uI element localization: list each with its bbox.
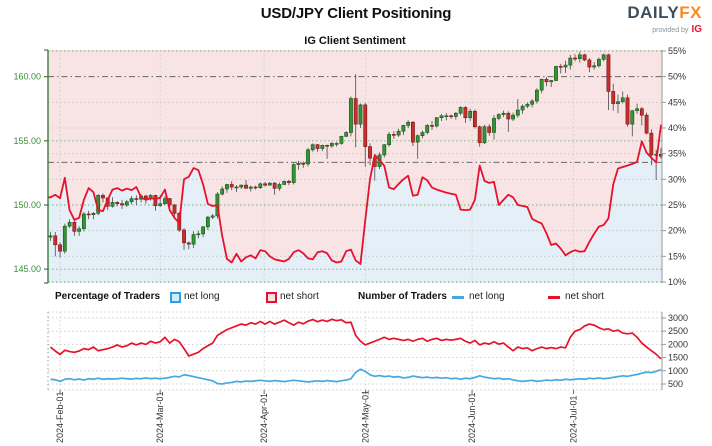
percentage-net-short-swatch: [266, 292, 277, 303]
percentage-net-long-swatch: [170, 292, 181, 303]
number-net-long-label: net long: [469, 291, 505, 302]
number-net-long-swatch: [452, 296, 464, 299]
candlestick-series: [48, 51, 663, 258]
date-axis-label: 2024-May-01: [361, 390, 371, 443]
date-axis-label: 2024-Apr-01: [259, 393, 269, 443]
percent-axis-label: 45%: [668, 97, 686, 107]
count-axis-label: 3000: [668, 313, 688, 323]
chart-subtitle: IG Client Sentiment: [304, 35, 406, 47]
percent-axis-label: 50%: [668, 72, 686, 82]
percent-axis-label: 15%: [668, 251, 686, 261]
count-axis-label: 1000: [668, 366, 688, 376]
net-long-count-line: [50, 368, 662, 385]
percent-axis-label: 40%: [668, 123, 686, 133]
dailyfx-wordmark: DAILYFX: [627, 3, 702, 23]
count-axis-label: 500: [668, 379, 683, 389]
legend-percentage-of-traders-label: Percentage of Traders: [55, 291, 161, 302]
price-axis-label: 145.00: [13, 264, 41, 274]
percentage-net-long-label: net long: [184, 291, 220, 302]
count-axis-label: 1500: [668, 353, 688, 363]
percent-axis-label: 20%: [668, 226, 686, 236]
net-short-count-line: [49, 318, 662, 360]
page-title: USD/JPY Client Positioning: [260, 5, 452, 22]
logo-fx-text: FX: [679, 3, 702, 22]
net-short-percent-line: [48, 124, 662, 265]
date-axis-label: 2024-Mar-01: [155, 391, 165, 443]
dailyfx-logo: DAILYFX provided by IG: [627, 3, 702, 35]
logo-daily-text: DAILY: [627, 3, 680, 22]
date-axis-label: 2024-Jul-01: [569, 395, 579, 443]
count-axis-label: 2000: [668, 339, 688, 349]
date-axis-label: 2024-Jun-01: [467, 392, 477, 443]
number-net-short-swatch: [548, 296, 560, 299]
percent-axis-label: 30%: [668, 174, 686, 184]
number-net-short-label: net short: [565, 291, 604, 302]
percentage-net-short-label: net short: [280, 291, 319, 302]
net-long-area-fill: [48, 125, 662, 283]
percent-axis-label: 10%: [668, 277, 686, 287]
percent-axis-label: 25%: [668, 200, 686, 210]
percent-axis-label: 55%: [668, 46, 686, 56]
date-axis-label: 2024-Feb-01: [55, 391, 65, 443]
price-axis-label: 155.00: [13, 136, 41, 146]
ig-logo: IG: [691, 23, 702, 35]
price-axis-label: 160.00: [13, 72, 41, 82]
percent-axis-label: 35%: [668, 149, 686, 159]
count-axis-label: 2500: [668, 326, 688, 336]
legend-number-of-traders-label: Number of Traders: [358, 291, 447, 302]
price-axis-label: 150.00: [13, 200, 41, 210]
logo-provided-by: provided by IG: [652, 23, 702, 35]
